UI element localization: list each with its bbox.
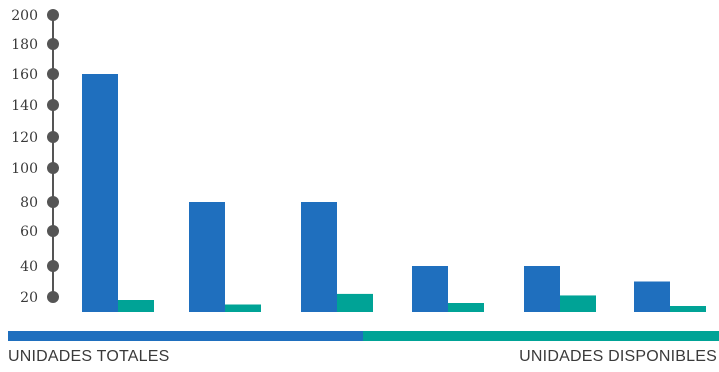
y-tick-dot [47, 99, 59, 111]
y-tick-dot [47, 38, 59, 50]
legend-label-disponibles: UNIDADES DISPONIBLES [519, 348, 717, 365]
bar-totales-1 [82, 74, 118, 312]
bar-chart: 20 40 60 80 100 120 140 160 180 200 [11, 8, 706, 312]
bar-totales-2 [189, 202, 225, 312]
y-tick-dot [47, 131, 59, 143]
y-tick-label: 60 [20, 224, 38, 240]
y-tick-label: 20 [20, 290, 38, 306]
legend-bar-disponibles [363, 331, 719, 341]
y-tick-dot [47, 196, 59, 208]
y-tick-label: 140 [11, 98, 38, 114]
bar-disponibles-4 [448, 303, 484, 312]
bar-totales-6 [634, 281, 670, 312]
bar-disponibles-3 [337, 293, 373, 312]
y-tick-label: 200 [11, 8, 38, 24]
bar-disponibles-6 [670, 306, 706, 312]
y-tick-dot [47, 68, 59, 80]
bar-disponibles-2 [225, 304, 261, 312]
y-tick-dot [47, 291, 59, 303]
y-tick-label: 100 [11, 161, 38, 177]
bars [82, 74, 706, 312]
y-tick-label: 160 [11, 67, 38, 83]
bar-totales-5 [524, 266, 560, 312]
legend-label-totales: UNIDADES TOTALES [8, 348, 170, 365]
legend-bar-totales [8, 331, 363, 341]
y-tick-label: 120 [11, 130, 38, 146]
bar-disponibles-5 [560, 295, 596, 312]
bar-totales-3 [301, 202, 337, 312]
y-tick-dot [47, 225, 59, 237]
bar-disponibles-1 [118, 300, 154, 312]
y-tick-dot [47, 9, 59, 21]
y-tick-dot [47, 260, 59, 272]
y-tick-dot [47, 162, 59, 174]
y-tick-label: 80 [20, 195, 38, 211]
bar-totales-4 [412, 266, 448, 312]
y-axis: 20 40 60 80 100 120 140 160 180 200 [11, 8, 59, 306]
y-tick-label: 40 [20, 259, 38, 275]
y-tick-label: 180 [11, 37, 38, 53]
